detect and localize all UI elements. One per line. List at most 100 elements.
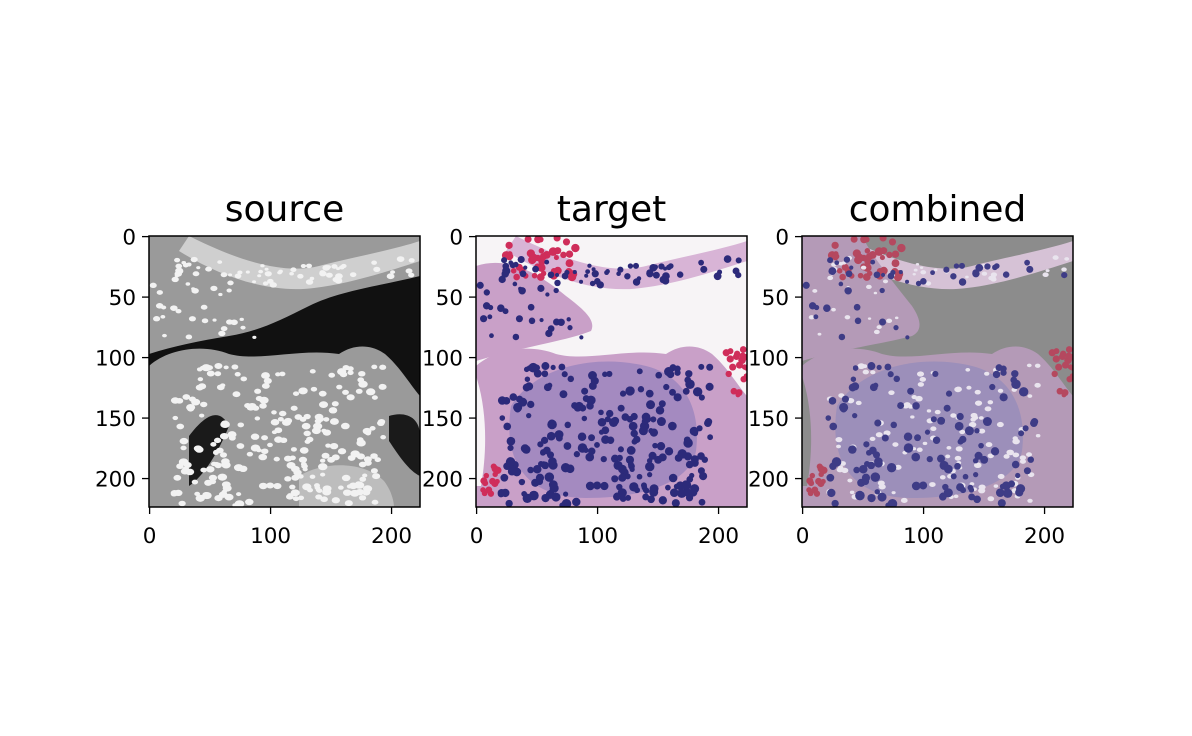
cell	[856, 253, 865, 262]
cell	[408, 258, 415, 263]
cell	[299, 387, 308, 394]
cell	[1065, 346, 1073, 353]
cell	[202, 491, 212, 500]
cell	[364, 460, 372, 466]
cell	[864, 248, 871, 254]
cell	[518, 478, 526, 486]
cell	[1012, 452, 1020, 458]
cell	[649, 487, 659, 497]
cell	[850, 376, 857, 382]
source-cells	[149, 256, 415, 507]
cell	[876, 325, 882, 330]
cell	[857, 272, 864, 279]
cell	[550, 364, 556, 371]
cell	[527, 400, 535, 409]
cell	[898, 270, 903, 275]
cell	[866, 284, 872, 290]
cell	[965, 275, 969, 279]
cell	[405, 268, 413, 274]
cell	[905, 335, 910, 340]
cell	[964, 426, 974, 436]
cell	[244, 402, 252, 409]
cell	[318, 390, 327, 397]
cell	[1011, 370, 1019, 378]
cell	[173, 474, 182, 481]
cell	[598, 429, 605, 435]
cell	[1052, 255, 1059, 260]
cell	[371, 260, 377, 265]
cell	[1030, 419, 1038, 427]
cell	[559, 390, 568, 399]
cell	[925, 281, 932, 286]
cell	[632, 262, 640, 269]
cell	[995, 488, 1005, 497]
cell	[735, 257, 742, 264]
cell	[541, 362, 550, 371]
cell	[848, 445, 857, 454]
cell	[505, 457, 516, 467]
cell	[200, 401, 208, 408]
cell	[300, 264, 307, 269]
cell	[254, 416, 261, 421]
cell	[834, 260, 840, 266]
cell	[870, 259, 876, 265]
cell	[954, 462, 961, 470]
cell	[616, 483, 623, 491]
cell	[498, 275, 506, 284]
cell	[1002, 271, 1010, 278]
cell	[239, 317, 244, 321]
cell	[561, 371, 568, 378]
cell	[802, 281, 810, 289]
cell	[739, 346, 747, 353]
cell	[907, 387, 915, 395]
cell	[869, 436, 876, 442]
cell	[593, 481, 602, 490]
cell	[953, 494, 959, 499]
cell	[362, 427, 372, 435]
cell	[224, 493, 234, 501]
target-white-gap	[476, 376, 486, 486]
cell	[342, 489, 352, 496]
cell	[349, 272, 357, 278]
cell	[526, 412, 532, 419]
cell	[879, 318, 887, 326]
cell	[835, 437, 843, 443]
cell	[689, 472, 695, 479]
cell	[228, 273, 233, 277]
cell	[658, 400, 666, 408]
panel-combined-title: combined	[849, 189, 1027, 230]
cell	[939, 475, 946, 480]
cell	[558, 363, 566, 371]
cell	[581, 387, 589, 395]
cell	[261, 382, 270, 389]
cell	[884, 363, 892, 371]
cell	[630, 429, 638, 438]
cell	[897, 402, 905, 410]
cell	[650, 416, 657, 423]
cell	[271, 430, 278, 435]
cell	[372, 473, 381, 480]
cell	[554, 247, 562, 255]
cell	[179, 437, 189, 445]
cell	[1027, 498, 1033, 503]
cell	[723, 255, 732, 263]
cell	[643, 415, 651, 423]
cell	[316, 416, 324, 422]
cell	[1015, 488, 1024, 497]
cell	[831, 457, 842, 467]
cell	[920, 270, 927, 275]
cell	[533, 364, 541, 371]
cell	[591, 267, 596, 272]
cell	[828, 397, 837, 405]
cell	[968, 421, 977, 428]
cell	[671, 499, 680, 507]
cell	[698, 498, 706, 506]
cell	[336, 267, 341, 271]
cell	[263, 377, 272, 384]
y-tick-label: 50	[436, 286, 463, 311]
cell	[1035, 433, 1041, 438]
cell	[847, 478, 853, 483]
cell	[915, 262, 920, 266]
cell	[611, 475, 619, 483]
cell	[527, 466, 534, 474]
